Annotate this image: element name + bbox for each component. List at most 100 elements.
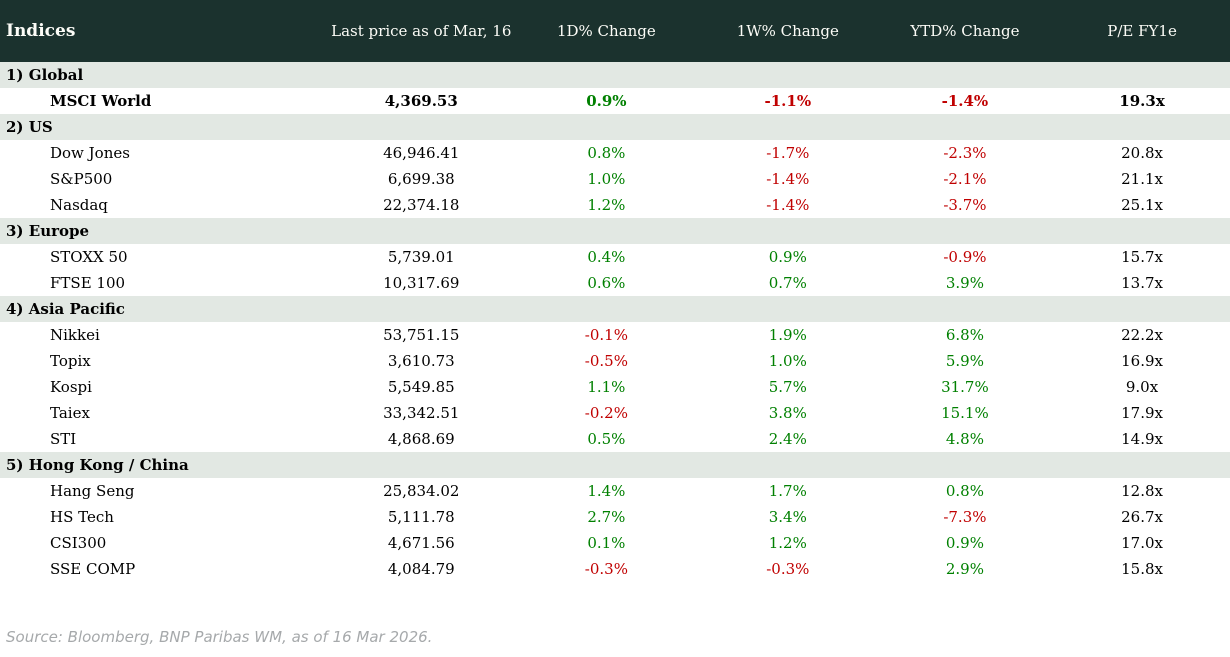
change-1w-cell: 0.7% <box>768 274 807 292</box>
table-row-hs-tech: HS Tech 5,111.78 2.7% 3.4% -7.3% 26.7x <box>0 504 1230 530</box>
index-name-cell: Dow Jones <box>50 144 130 162</box>
price-cell: 33,342.51 <box>383 404 460 422</box>
change-ytd-cell: 15.1% <box>941 404 989 422</box>
price-cell: 4,671.56 <box>387 534 455 552</box>
table-row-kospi: Kospi 5,549.85 1.1% 5.7% 31.7% 9.0x <box>0 374 1230 400</box>
pe-cell: 25.1x <box>1121 196 1163 214</box>
change-1d-cell: 2.7% <box>587 508 626 526</box>
change-1w-cell: 1.9% <box>768 326 807 344</box>
index-name-cell: Hang Seng <box>50 482 135 500</box>
section-row-asia-pacific: 4) Asia Pacific <box>0 296 1230 322</box>
table-row-taiex: Taiex 33,342.51 -0.2% 3.8% 15.1% 17.9x <box>0 400 1230 426</box>
section-label: 2) US <box>0 114 1230 140</box>
pe-cell: 14.9x <box>1121 430 1163 448</box>
indices-table: Indices Last price as of Mar, 16 1D% Cha… <box>0 0 1230 582</box>
section-label: 5) Hong Kong / China <box>0 452 1230 478</box>
index-name-cell: Kospi <box>50 378 92 396</box>
change-1w-cell: 1.2% <box>768 534 807 552</box>
column-header-last-price: Last price as of Mar, 16 <box>331 22 512 40</box>
source-note: Source: Bloomberg, BNP Paribas WM, as of… <box>6 628 433 646</box>
change-1d-cell: 0.5% <box>587 430 626 448</box>
change-ytd-cell: -3.7% <box>943 196 987 214</box>
table-row-hang-seng: Hang Seng 25,834.02 1.4% 1.7% 0.8% 12.8x <box>0 478 1230 504</box>
change-1w-cell: -1.4% <box>766 196 810 214</box>
price-cell: 4,084.79 <box>387 560 455 578</box>
change-1d-cell: 1.2% <box>587 196 626 214</box>
table-row-ftse100: FTSE 100 10,317.69 0.6% 0.7% 3.9% 13.7x <box>0 270 1230 296</box>
price-cell: 4,868.69 <box>387 430 455 448</box>
change-ytd-cell: 3.9% <box>945 274 984 292</box>
change-1d-cell: -0.1% <box>584 326 628 344</box>
index-name-cell: FTSE 100 <box>50 274 126 292</box>
index-name-cell: Nasdaq <box>50 196 108 214</box>
change-ytd-cell: -2.3% <box>943 144 987 162</box>
change-1w-cell: 0.9% <box>768 248 807 266</box>
change-1d-cell: 1.4% <box>587 482 626 500</box>
change-1w-cell: -1.7% <box>766 144 810 162</box>
pe-cell: 9.0x <box>1125 378 1159 396</box>
price-cell: 53,751.15 <box>383 326 460 344</box>
price-cell: 46,946.41 <box>383 144 460 162</box>
pe-cell: 20.8x <box>1121 144 1163 162</box>
table-row-msci-world: MSCI World 4,369.53 0.9% -1.1% -1.4% 19.… <box>0 88 1230 114</box>
change-ytd-cell: 2.9% <box>945 560 984 578</box>
index-name-cell: Taiex <box>50 404 90 422</box>
index-name-cell: HS Tech <box>50 508 114 526</box>
index-name-cell: STOXX 50 <box>50 248 128 266</box>
index-name-cell: STI <box>50 430 77 448</box>
change-1d-cell: 0.8% <box>587 144 626 162</box>
change-1d-cell: 0.4% <box>587 248 626 266</box>
change-ytd-cell: 4.8% <box>945 430 984 448</box>
index-name-cell: MSCI World <box>50 92 152 110</box>
change-1d-cell: 0.1% <box>587 534 626 552</box>
change-1d-cell: -0.3% <box>584 560 628 578</box>
table-row-nasdaq: Nasdaq 22,374.18 1.2% -1.4% -3.7% 25.1x <box>0 192 1230 218</box>
price-cell: 5,111.78 <box>387 508 455 526</box>
table-row-stoxx50: STOXX 50 5,739.01 0.4% 0.9% -0.9% 15.7x <box>0 244 1230 270</box>
pe-cell: 13.7x <box>1121 274 1163 292</box>
index-name-cell: CSI300 <box>50 534 107 552</box>
table-row-sp500: S&P500 6,699.38 1.0% -1.4% -2.1% 21.1x <box>0 166 1230 192</box>
change-1w-cell: 3.8% <box>768 404 807 422</box>
table-title: Indices <box>6 21 76 41</box>
change-1d-cell: -0.5% <box>584 352 628 370</box>
table-row-topix: Topix 3,610.73 -0.5% 1.0% 5.9% 16.9x <box>0 348 1230 374</box>
pe-cell: 19.3x <box>1119 92 1165 110</box>
table-row-csi300: CSI300 4,671.56 0.1% 1.2% 0.9% 17.0x <box>0 530 1230 556</box>
section-label: 1) Global <box>0 62 1230 88</box>
price-cell: 6,699.38 <box>387 170 455 188</box>
price-cell: 5,739.01 <box>387 248 455 266</box>
index-name-cell: S&P500 <box>50 170 113 188</box>
pe-cell: 17.0x <box>1121 534 1163 552</box>
change-ytd-cell: 6.8% <box>945 326 984 344</box>
column-header-ytd-change: YTD% Change <box>910 22 1020 40</box>
price-cell: 5,549.85 <box>387 378 455 396</box>
change-1w-cell: -1.4% <box>766 170 810 188</box>
table-row-dow-jones: Dow Jones 46,946.41 0.8% -1.7% -2.3% 20.… <box>0 140 1230 166</box>
change-ytd-cell: -2.1% <box>943 170 987 188</box>
section-row-global: 1) Global <box>0 62 1230 88</box>
price-cell: 25,834.02 <box>383 482 460 500</box>
column-header-pe: P/E FY1e <box>1107 22 1177 40</box>
change-1w-cell: 3.4% <box>768 508 807 526</box>
index-name-cell: Nikkei <box>50 326 100 344</box>
change-ytd-cell: -0.9% <box>943 248 987 266</box>
change-1w-cell: 1.0% <box>768 352 807 370</box>
change-1w-cell: -1.1% <box>764 92 812 110</box>
pe-cell: 26.7x <box>1121 508 1163 526</box>
change-1d-cell: 0.6% <box>587 274 626 292</box>
section-row-us: 2) US <box>0 114 1230 140</box>
index-name-cell: SSE COMP <box>50 560 136 578</box>
change-ytd-cell: -7.3% <box>943 508 987 526</box>
change-1w-cell: 2.4% <box>768 430 807 448</box>
pe-cell: 16.9x <box>1121 352 1163 370</box>
change-1w-cell: 1.7% <box>768 482 807 500</box>
price-cell: 4,369.53 <box>384 92 458 110</box>
table-row-nikkei: Nikkei 53,751.15 -0.1% 1.9% 6.8% 22.2x <box>0 322 1230 348</box>
table-row-sse-comp: SSE COMP 4,084.79 -0.3% -0.3% 2.9% 15.8x <box>0 556 1230 582</box>
pe-cell: 12.8x <box>1121 482 1163 500</box>
price-cell: 22,374.18 <box>383 196 460 214</box>
section-row-europe: 3) Europe <box>0 218 1230 244</box>
section-label: 3) Europe <box>0 218 1230 244</box>
change-1d-cell: 1.0% <box>587 170 626 188</box>
